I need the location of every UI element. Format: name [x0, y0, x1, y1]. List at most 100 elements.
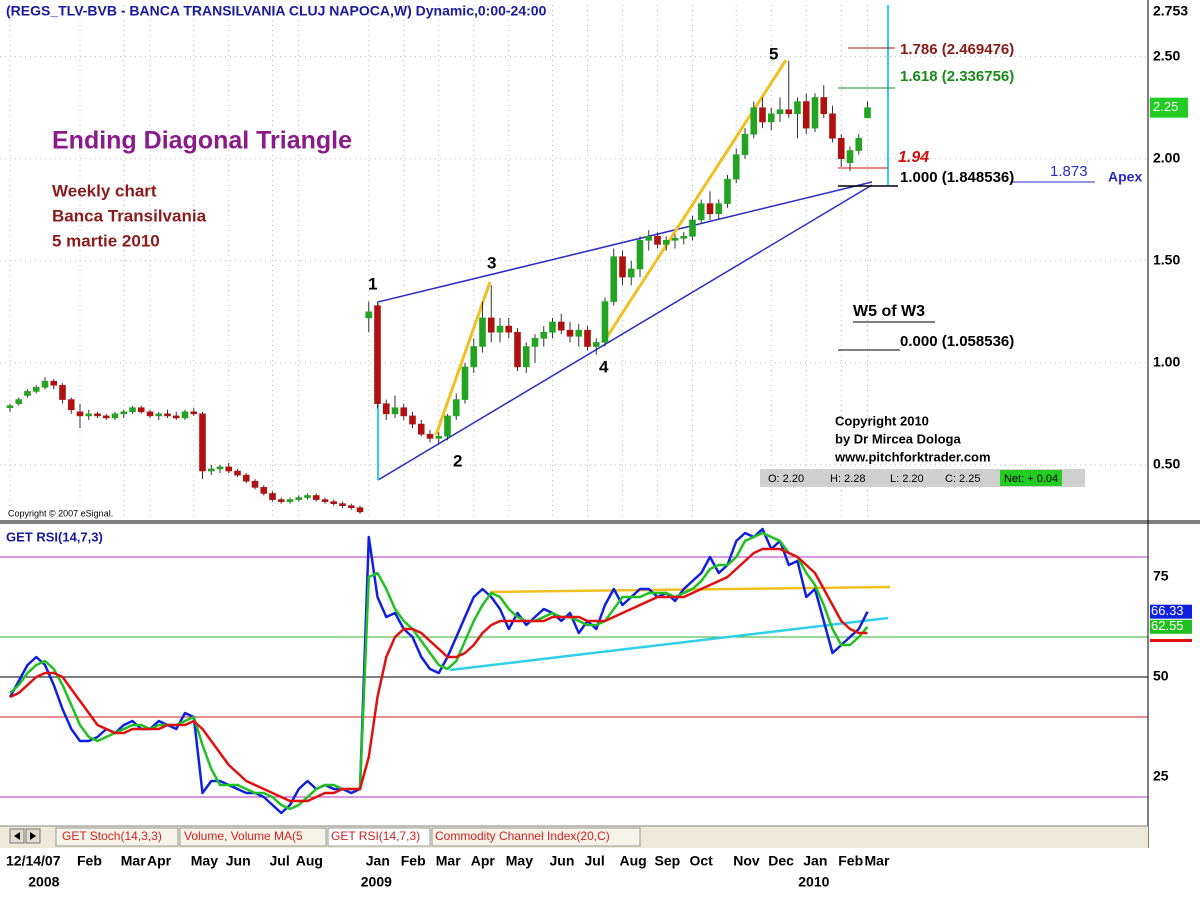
scroll-right-icon — [30, 832, 36, 840]
candle-body — [242, 474, 250, 482]
year-label: 2010 — [798, 874, 829, 890]
candle-body — [785, 109, 793, 115]
candle-body — [199, 413, 206, 472]
wave-label: 1 — [368, 274, 377, 293]
y-tick-label: 2.00 — [1153, 149, 1180, 165]
candle-body — [304, 495, 311, 498]
candle-body — [444, 415, 451, 437]
candle-body — [584, 329, 591, 347]
candle-body — [750, 107, 758, 135]
candle-body — [269, 493, 276, 500]
candle-body — [855, 137, 863, 151]
candle-body — [365, 311, 373, 319]
candle-body — [732, 154, 740, 180]
candle-body — [522, 346, 530, 368]
candle-body — [802, 101, 810, 129]
candle-body — [94, 413, 101, 417]
x-tick-label: Feb — [77, 853, 102, 869]
candle-body — [356, 507, 364, 513]
candle-body — [514, 331, 521, 368]
apex-label: Apex — [1108, 169, 1142, 185]
header: (REGS_TLV-BVB - BANCA TRANSILVANIA CLUJ … — [6, 3, 547, 19]
candle-body — [146, 411, 154, 417]
x-tick-label: May — [506, 853, 533, 869]
candle-body — [164, 413, 171, 417]
candle-body — [67, 399, 75, 411]
x-tick-label: Nov — [733, 853, 760, 869]
candle-body — [409, 415, 416, 425]
candle-body — [452, 399, 460, 417]
candle-body — [417, 423, 425, 435]
candle-body — [557, 321, 565, 331]
x-tick-label: Jul — [585, 853, 605, 869]
x-tick-label: Oct — [690, 853, 714, 869]
fib-label: 0.000 (1.058536) — [900, 333, 1014, 350]
y-tick-label: 50 — [1153, 668, 1169, 684]
candle-body — [636, 240, 644, 270]
candle-body — [216, 466, 224, 470]
candle-body — [172, 415, 180, 419]
copyright: www.pitchforktrader.com — [834, 449, 991, 464]
candle-body — [32, 387, 40, 392]
x-tick-label: Apr — [471, 853, 496, 869]
y-tick-label: 75 — [1153, 568, 1169, 584]
wave-note: W5 of W3 — [853, 303, 925, 320]
candle-body — [864, 107, 871, 119]
x-tick-label: Aug — [296, 853, 323, 869]
candle-body — [339, 503, 346, 507]
subtitle: 5 martie 2010 — [52, 231, 160, 250]
candle-body — [260, 487, 268, 494]
candle-body — [829, 113, 836, 139]
tab-label: GET RSI(14,7,3) — [331, 829, 420, 843]
candle-body — [391, 407, 399, 415]
candle-body — [697, 203, 705, 221]
candle-body — [741, 133, 749, 155]
candle-body — [6, 405, 14, 409]
candle-body — [654, 235, 661, 245]
tab-active[interactable] — [327, 827, 431, 847]
value-badge — [1150, 604, 1192, 619]
copyright: Copyright 2010 — [835, 413, 929, 428]
x-tick-label: Dec — [768, 853, 794, 869]
quote: H: 2.28 — [830, 473, 865, 485]
candle-body — [286, 499, 294, 502]
x-tick-label: Feb — [838, 853, 863, 869]
x-tick-label: Jan — [803, 853, 827, 869]
quote: C: 2.25 — [945, 473, 980, 485]
copyright: by Dr Mircea Dologa — [835, 431, 961, 446]
candle-body — [662, 240, 670, 245]
candle-body — [426, 433, 434, 439]
net-box — [1000, 470, 1062, 486]
candle-body — [645, 235, 653, 241]
candle-body — [671, 238, 679, 241]
value-badge — [1150, 619, 1192, 634]
candle-body — [190, 411, 198, 415]
candle-body — [137, 407, 145, 413]
wave-label: 3 — [487, 253, 496, 272]
candle-body — [111, 413, 119, 419]
candle-body — [207, 468, 215, 472]
fib-label: 1.618 (2.336756) — [900, 68, 1014, 85]
x-tick-label: Jul — [270, 853, 290, 869]
y-tick-label: 1.50 — [1153, 251, 1180, 267]
candle-body — [820, 97, 828, 115]
candle-body — [312, 495, 320, 500]
candle-body — [531, 338, 539, 347]
candle-body — [549, 321, 556, 333]
x-tick-label: Jun — [226, 853, 251, 869]
y-tick-label: 2.50 — [1153, 47, 1180, 63]
x-tick-label: Jun — [550, 853, 575, 869]
level-label: 1.94 — [898, 149, 929, 166]
quote: L: 2.20 — [890, 473, 924, 485]
marks — [6, 60, 871, 815]
candle-body — [435, 436, 443, 439]
candle-body — [610, 256, 618, 302]
tab[interactable] — [431, 827, 641, 847]
upper-trendline — [377, 181, 873, 303]
tab[interactable] — [179, 827, 327, 847]
tab[interactable] — [55, 827, 179, 847]
x-tick-label: 12/14/07 — [6, 853, 61, 869]
x-tick-label: Sep — [655, 853, 681, 869]
